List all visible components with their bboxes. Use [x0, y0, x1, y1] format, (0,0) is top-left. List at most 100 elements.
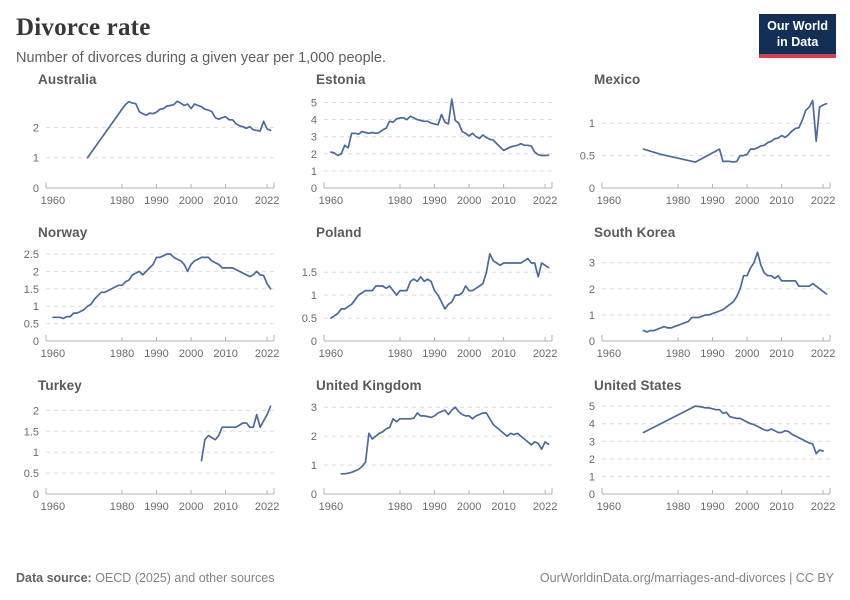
svg-text:1960: 1960: [41, 501, 65, 513]
svg-text:3: 3: [311, 402, 317, 414]
svg-text:2022: 2022: [255, 195, 279, 207]
svg-text:2010: 2010: [491, 348, 515, 360]
svg-text:1990: 1990: [144, 348, 168, 360]
chart-panel-turkey: Turkey 0 0.5 1 1.5 2 1960 1980 1990 2000 2010 2022: [10, 378, 282, 520]
svg-text:1: 1: [589, 310, 595, 322]
svg-text:3: 3: [589, 258, 595, 270]
svg-text:2022: 2022: [811, 348, 835, 360]
svg-text:2000: 2000: [457, 195, 481, 207]
svg-text:2: 2: [33, 122, 39, 134]
line-chart-norway: 0 0.5 1 1.5 2 2.5 1960 1980 1990 2000 2010 2022: [10, 241, 282, 367]
svg-text:2000: 2000: [457, 501, 481, 513]
svg-text:2: 2: [589, 284, 595, 296]
svg-text:1990: 1990: [422, 501, 446, 513]
svg-text:1980: 1980: [388, 195, 412, 207]
svg-text:1960: 1960: [41, 348, 65, 360]
svg-text:5: 5: [589, 401, 595, 413]
chart-panel-mexico: Mexico 0 0.5 1 1960 1980 1990 2000 2010 2022: [566, 72, 838, 214]
svg-text:0.5: 0.5: [24, 468, 39, 480]
page-title: Divorce rate: [16, 14, 151, 41]
footer-link[interactable]: OurWorldinData.org/marriages-and-divorce…: [539, 571, 834, 585]
svg-text:2000: 2000: [179, 348, 203, 360]
line-chart-poland: 0 0.5 1 1.5 1960 1980 1990 2000 2010 2022: [288, 241, 560, 367]
svg-text:1960: 1960: [41, 195, 65, 207]
svg-text:1980: 1980: [110, 195, 134, 207]
svg-text:2010: 2010: [213, 501, 237, 513]
svg-text:1960: 1960: [319, 501, 343, 513]
svg-text:0: 0: [311, 336, 317, 348]
svg-text:4: 4: [311, 115, 317, 127]
svg-text:1960: 1960: [597, 195, 621, 207]
line-chart-turkey: 0 0.5 1 1.5 2 1960 1980 1990 2000 2010 2022: [10, 394, 282, 520]
svg-text:0.5: 0.5: [24, 319, 39, 331]
svg-text:2010: 2010: [769, 348, 793, 360]
svg-text:4: 4: [589, 419, 595, 431]
svg-text:2000: 2000: [735, 195, 759, 207]
line-chart-united-states: 0 1 2 3 4 5 1960 1980 1990 2000 2010 2022: [566, 394, 838, 520]
small-multiples-grid: Australia 0 1 2 1960 1980 1990 2000 2010 2022 Es…: [0, 72, 850, 520]
svg-text:1: 1: [589, 118, 595, 130]
line-chart-estonia: 0 1 2 3 4 5 1960 1980 1990 2000 2010 2022: [288, 88, 560, 214]
svg-text:2022: 2022: [811, 195, 835, 207]
line-chart-south-korea: 0 1 2 3 1960 1980 1990 2000 2010 2022: [566, 241, 838, 367]
svg-text:1: 1: [311, 290, 317, 302]
svg-text:1: 1: [311, 460, 317, 472]
svg-text:0: 0: [311, 183, 317, 195]
svg-text:2022: 2022: [533, 195, 557, 207]
svg-text:0: 0: [33, 183, 39, 195]
svg-text:2010: 2010: [769, 195, 793, 207]
svg-text:0: 0: [311, 489, 317, 501]
svg-text:3: 3: [311, 132, 317, 144]
svg-text:1980: 1980: [110, 348, 134, 360]
svg-text:2000: 2000: [179, 195, 203, 207]
svg-text:1: 1: [33, 153, 39, 165]
svg-text:2010: 2010: [491, 501, 515, 513]
svg-text:2000: 2000: [179, 501, 203, 513]
line-chart-australia: 0 1 2 1960 1980 1990 2000 2010 2022: [10, 88, 282, 214]
owid-logo[interactable]: Our World in Data: [759, 14, 836, 59]
svg-text:2: 2: [311, 149, 317, 161]
chart-header: Divorce rate Number of divorces during a…: [0, 0, 850, 66]
panel-title-poland: Poland: [316, 225, 362, 240]
svg-text:2000: 2000: [457, 348, 481, 360]
header-text: Divorce rate Number of divorces during a…: [16, 14, 386, 66]
svg-text:1990: 1990: [422, 195, 446, 207]
panel-title-south-korea: South Korea: [594, 225, 676, 240]
svg-text:1990: 1990: [144, 195, 168, 207]
svg-text:1960: 1960: [597, 348, 621, 360]
chart-panel-poland: Poland 0 0.5 1 1.5 1960 1980 1990 2000 2010 2022: [288, 225, 560, 367]
chart-subtitle: Number of divorces during a given year p…: [16, 50, 386, 66]
logo-line1: Our World: [767, 19, 828, 33]
svg-text:1960: 1960: [319, 348, 343, 360]
svg-text:2022: 2022: [811, 501, 835, 513]
panel-title-mexico: Mexico: [594, 72, 641, 87]
svg-text:1.5: 1.5: [24, 426, 39, 438]
svg-text:1990: 1990: [700, 348, 724, 360]
chart-footer: Data source: OECD (2025) and other sourc…: [0, 561, 850, 600]
svg-text:2022: 2022: [533, 501, 557, 513]
chart-panel-united-kingdom: United Kingdom 0 1 2 3 1960 1980 1990 2000 2010 2…: [288, 378, 560, 520]
panel-title-estonia: Estonia: [316, 72, 366, 87]
panel-title-norway: Norway: [38, 225, 88, 240]
svg-text:2022: 2022: [533, 348, 557, 360]
svg-text:2: 2: [33, 266, 39, 278]
svg-text:0: 0: [589, 489, 595, 501]
svg-text:1.5: 1.5: [24, 284, 39, 296]
svg-text:2022: 2022: [255, 348, 279, 360]
chart-panel-south-korea: South Korea 0 1 2 3 1960 1980 1990 2000 2010 2022: [566, 225, 838, 367]
svg-text:1980: 1980: [388, 501, 412, 513]
data-source: Data source: OECD (2025) and other sourc…: [16, 571, 274, 585]
svg-text:2010: 2010: [213, 348, 237, 360]
svg-text:1: 1: [589, 471, 595, 483]
svg-text:2022: 2022: [255, 501, 279, 513]
svg-text:2000: 2000: [735, 348, 759, 360]
svg-text:1960: 1960: [319, 195, 343, 207]
svg-text:2000: 2000: [735, 501, 759, 513]
svg-text:2: 2: [311, 431, 317, 443]
svg-text:1990: 1990: [422, 348, 446, 360]
svg-text:0.5: 0.5: [302, 313, 317, 325]
svg-text:2010: 2010: [491, 195, 515, 207]
line-chart-united-kingdom: 0 1 2 3 1960 1980 1990 2000 2010 2022: [288, 394, 560, 520]
svg-text:2: 2: [33, 405, 39, 417]
svg-text:0: 0: [589, 183, 595, 195]
